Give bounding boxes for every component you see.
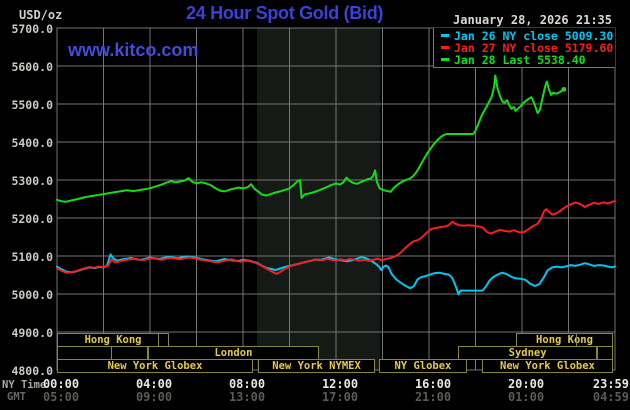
y-tick-label: 5200.0: [11, 211, 53, 226]
legend-label-jan26: Jan 26 NY close 5009.30: [454, 29, 614, 43]
y-tick-label: 4800.0: [11, 363, 53, 378]
x-tick-gmt: 01:00: [507, 389, 545, 404]
y-tick-label: 4900.0: [11, 325, 53, 340]
y-tick-label: 5500.0: [11, 97, 53, 112]
gmt-axis-label: GMT: [7, 391, 26, 403]
legend-item-jan27: Jan 27 NY close 5179.60: [434, 42, 615, 54]
last-price-marker: [561, 87, 567, 92]
session-label: New York Globex: [107, 359, 203, 372]
price-line-jan28: [56, 74, 565, 203]
legend-box: Jan 26 NY close 5009.30 Jan 27 NY close …: [433, 28, 615, 68]
kitco-watermark-link[interactable]: www.kitco.com: [68, 40, 199, 60]
x-tick-ny: 20:00: [507, 377, 545, 391]
session-divider: [110, 345, 112, 360]
session-sydney: Sydney: [458, 345, 598, 360]
jan28-line-swatch: [441, 58, 449, 61]
x-tick-gmt: 13:00: [228, 389, 266, 404]
session-label: NY Globex: [394, 359, 452, 372]
legend-item-jan28: Jan 28 Last 5538.40: [434, 54, 615, 66]
session-segment: [597, 345, 613, 360]
page-title: 24 Hour Spot Gold (Bid): [186, 3, 384, 23]
x-tick-ny: 04:00: [135, 377, 173, 391]
session-label: Hong Kong: [84, 333, 142, 346]
y-tick-label: 5100.0: [11, 249, 53, 264]
price-line-jan27: [56, 199, 616, 275]
y-tick-label: 5300.0: [11, 173, 53, 188]
y-tick-label: 5000.0: [11, 287, 53, 302]
session-hong-kong: Hong Kong: [516, 332, 613, 347]
x-tick-ny: 23:59: [592, 377, 629, 391]
jan26-line-swatch: [441, 34, 449, 37]
x-tick-gmt: 21:00: [414, 389, 452, 404]
session-london: London: [147, 345, 319, 360]
session-new-york-globex: New York Globex: [482, 358, 613, 373]
legend-item-jan26: Jan 26 NY close 5009.30: [434, 30, 615, 42]
legend-label-jan27: Jan 27 NY close 5179.60: [454, 41, 614, 55]
session-label: London: [214, 346, 253, 359]
y-tick-label: 5700.0: [11, 21, 53, 36]
nymex-session-shading: [257, 28, 381, 370]
jan27-line-swatch: [441, 46, 449, 49]
session-segment: [57, 345, 148, 360]
x-tick-gmt: 04:59: [592, 389, 629, 404]
session-new-york-globex: New York Globex: [57, 358, 253, 373]
session-divider: [575, 332, 577, 347]
x-tick-ny: 12:00: [321, 377, 359, 391]
session-label: Hong Kong: [536, 333, 593, 346]
legend-label-jan28: Jan 28 Last 5538.40: [454, 53, 586, 67]
session-label: Sydney: [508, 346, 547, 359]
ny-time-axis-label: NY Time: [2, 379, 47, 391]
unit-label: USD/oz: [19, 8, 63, 22]
x-tick-ny: 00:00: [42, 377, 80, 391]
x-tick-ny: 16:00: [414, 377, 452, 391]
chart-datetime: January 28, 2026 21:35: [453, 13, 612, 27]
x-tick-ny: 08:00: [228, 377, 266, 391]
session-hong-kong: Hong Kong: [57, 332, 170, 347]
session-ny-globex: NY Globex: [379, 358, 467, 373]
x-tick-gmt: 05:00: [42, 389, 80, 404]
x-tick-gmt: 09:00: [135, 389, 173, 404]
session-label: New York NYMEX: [272, 359, 361, 372]
y-tick-label: 5400.0: [11, 135, 53, 150]
y-tick-label: 5600.0: [11, 59, 53, 74]
session-divider: [157, 332, 159, 347]
session-label: New York Globex: [500, 359, 595, 372]
session-new-york-nymex: New York NYMEX: [258, 358, 375, 373]
x-tick-gmt: 17:00: [321, 389, 359, 404]
